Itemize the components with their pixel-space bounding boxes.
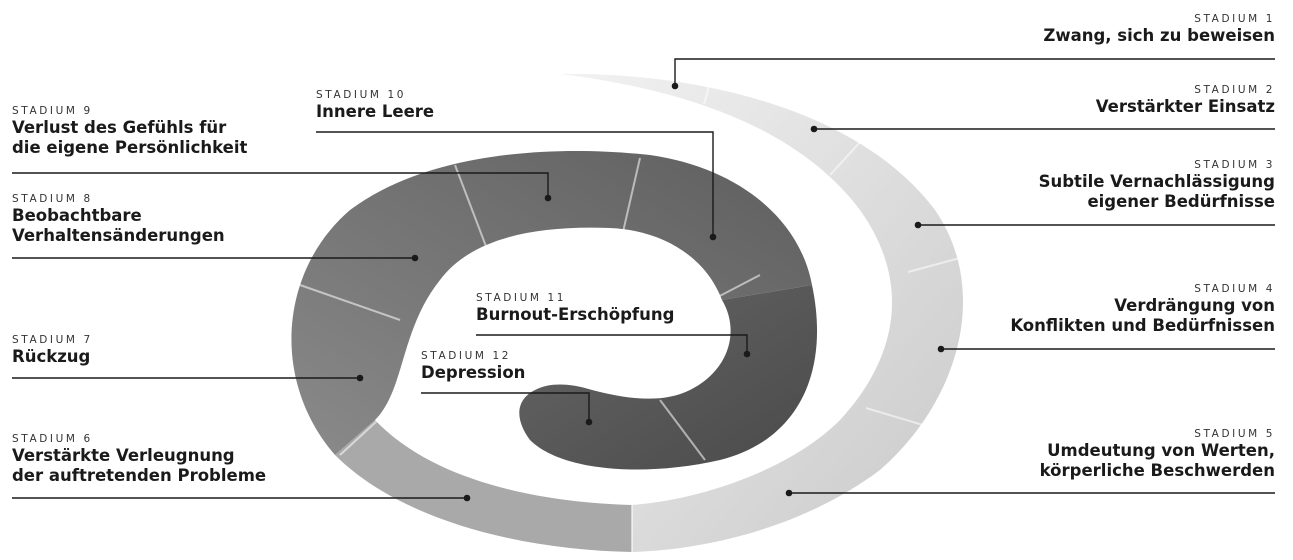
spiral-band-inner [519,285,818,470]
stage-4-kicker: STADIUM 4 [1194,283,1275,295]
stage-12-label: STADIUM 12 Depression [421,349,525,383]
stage-9-label: STADIUM 9 Verlust des Gefühls für die ei… [12,104,247,158]
leader-dots [356,82,945,502]
stage-1-title: Zwang, sich zu beweisen [1043,26,1275,45]
stage-5-label: STADIUM 5 Umdeutung von Werten, körperli… [1040,427,1275,481]
stage-8-title-line1: Beobachtbare [12,206,142,225]
stage-5-title-line1: Umdeutung von Werten, [1047,441,1275,460]
stage-7-kicker: STADIUM 7 [12,334,93,346]
stage-2-label: STADIUM 2 Verstärkter Einsatz [1096,83,1275,117]
stage-11-title: Burnout-Erschöpfung [476,305,675,324]
spiral-seams [299,81,961,552]
stage-6-label: STADIUM 6 Verstärkte Verleugnung der auf… [12,432,266,486]
stage-7-title: Rückzug [12,347,91,366]
stage-4-title-line1: Verdrängung von [1114,296,1275,315]
stage-3-title-line1: Subtile Vernachlässigung [1038,172,1275,191]
stage-9-title-line2: die eigene Persönlichkeit [12,138,248,157]
stage-10-label: STADIUM 10 Innere Leere [316,88,434,122]
stage-11-kicker: STADIUM 11 [476,292,567,304]
stage-10-kicker: STADIUM 10 [316,89,407,101]
stage-1-kicker: STADIUM 1 [1194,13,1275,25]
spiral-band-mid [291,150,812,455]
leader-lines [12,58,1275,499]
stage-3-title-line2: eigener Bedürfnisse [1087,192,1275,211]
stage-8-kicker: STADIUM 8 [12,193,93,205]
stage-8-label: STADIUM 8 Beobachtbare Verhaltensänderun… [12,192,225,246]
stage-5-kicker: STADIUM 5 [1194,428,1275,440]
stage-6-kicker: STADIUM 6 [12,433,93,445]
stage-6-title-line1: Verstärkte Verleugnung [12,446,235,465]
stage-7-label: STADIUM 7 Rückzug [12,333,93,367]
stage-4-label: STADIUM 4 Verdrängung von Konflikten und… [1010,282,1275,336]
stage-4-title-line2: Konflikten und Bedürfnissen [1010,316,1275,335]
stage-3-kicker: STADIUM 3 [1194,159,1275,171]
stage-9-kicker: STADIUM 9 [12,105,93,117]
stage-6-title-line2: der auftretenden Probleme [12,466,267,485]
stage-12-title: Depression [421,363,526,382]
stage-3-label: STADIUM 3 Subtile Vernachlässigung eigen… [1039,158,1275,212]
stage-2-title: Verstärkter Einsatz [1095,97,1275,116]
stage-8-title-line2: Verhaltensänderungen [12,226,225,245]
stage-1-label: STADIUM 1 Zwang, sich zu beweisen [1043,12,1275,46]
stage-11-label: STADIUM 11 Burnout-Erschöpfung [476,291,674,325]
stage-2-kicker: STADIUM 2 [1194,84,1275,96]
stage-10-title: Innere Leere [316,102,435,121]
stage-5-title-line2: körperliche Beschwerden [1039,461,1275,480]
spiral-band-stage6 [335,420,632,552]
stage-12-kicker: STADIUM 12 [421,350,512,362]
stage-9-title-line1: Verlust des Gefühls für [12,118,227,137]
spiral-band-outer [560,73,964,552]
